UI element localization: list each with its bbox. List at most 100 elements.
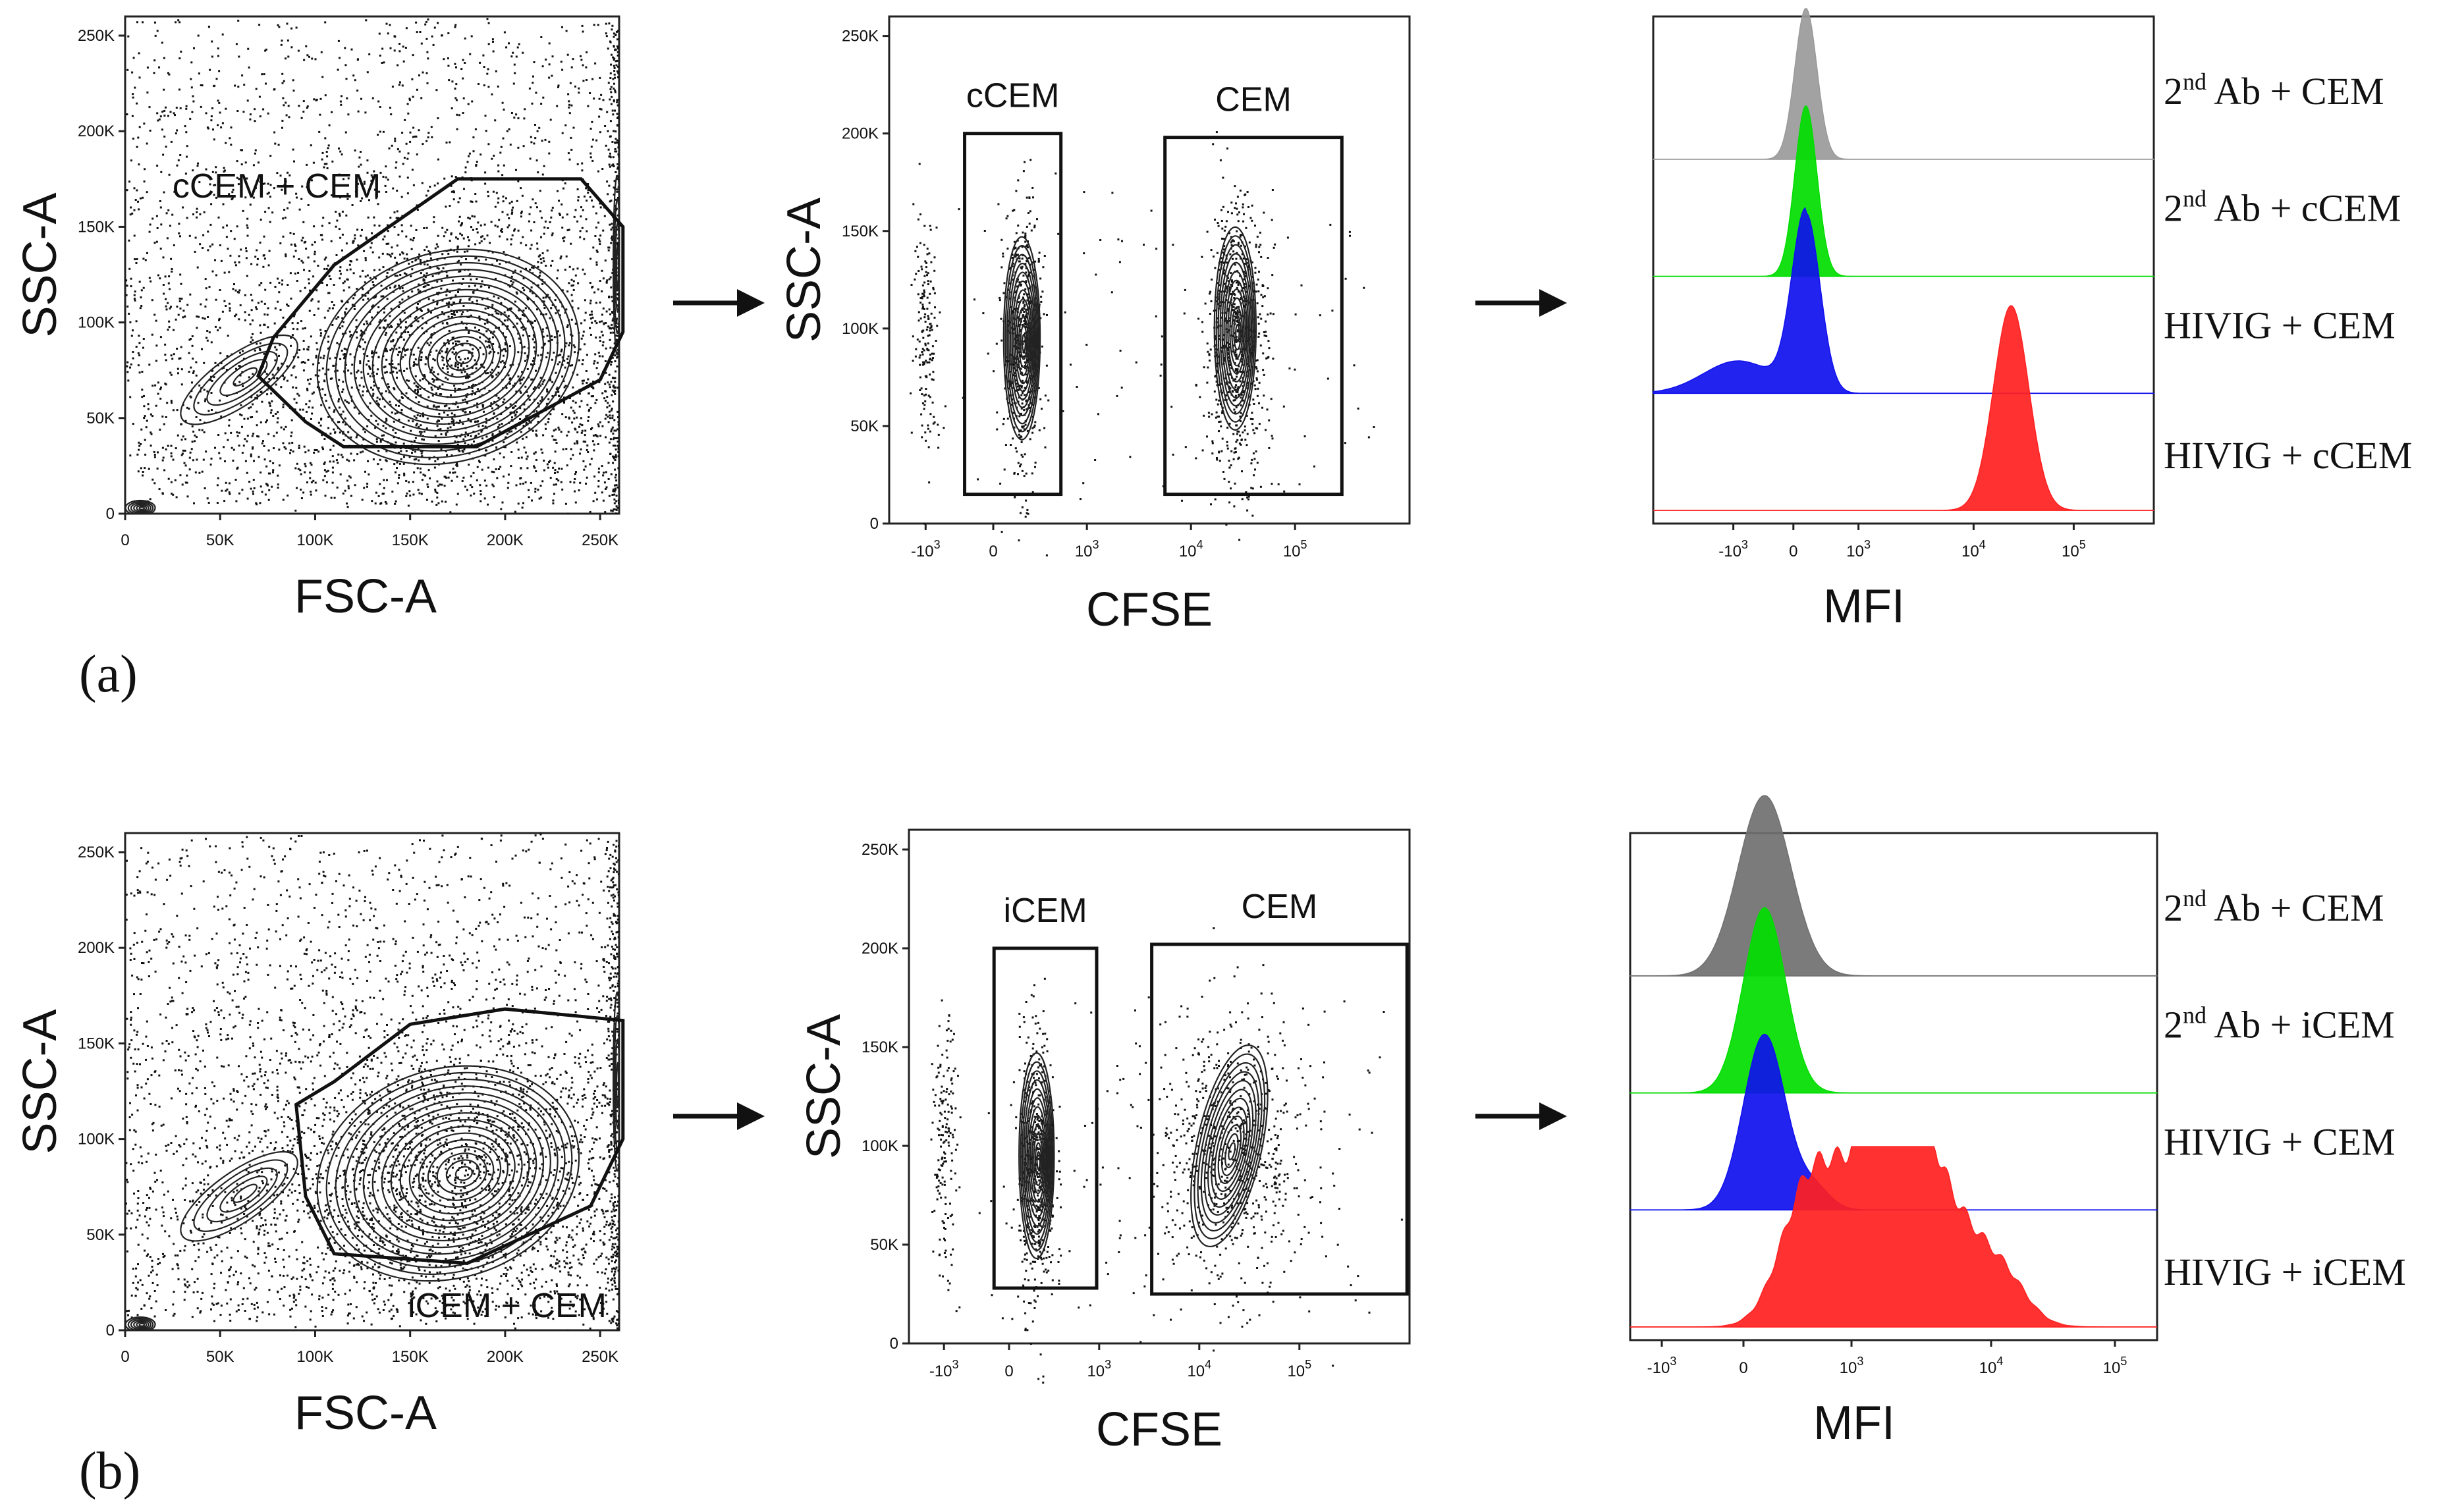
event-dot xyxy=(309,289,311,292)
event-dot xyxy=(542,381,545,383)
event-dot xyxy=(495,277,497,280)
event-dot xyxy=(341,300,344,303)
event-dot xyxy=(250,455,252,458)
event-dot xyxy=(433,466,436,469)
event-dot xyxy=(319,97,322,100)
event-dot xyxy=(175,21,177,24)
event-dot xyxy=(1015,232,1018,234)
event-dot xyxy=(341,325,344,328)
event-dot xyxy=(1018,415,1021,418)
event-dot xyxy=(612,438,615,441)
event-dot xyxy=(561,468,563,470)
event-dot xyxy=(347,485,350,487)
event-dot xyxy=(580,215,582,218)
event-dot xyxy=(401,251,404,254)
event-dot xyxy=(450,233,452,236)
event-dot xyxy=(544,138,547,141)
event-dot xyxy=(156,112,159,115)
event-dot xyxy=(136,146,138,148)
event-dot xyxy=(501,211,504,213)
event-dot xyxy=(597,352,600,354)
event-dot xyxy=(599,240,601,243)
event-dot xyxy=(371,281,374,284)
event-dot xyxy=(368,366,371,369)
event-dot xyxy=(335,225,337,228)
event-dot xyxy=(393,366,396,369)
event-dot xyxy=(441,367,444,369)
event-dot xyxy=(292,148,294,151)
event-dot xyxy=(340,413,343,416)
event-dot xyxy=(391,246,393,249)
event-dot xyxy=(458,607,460,609)
event-dot xyxy=(441,34,443,37)
event-dot xyxy=(410,325,412,327)
event-dot xyxy=(460,313,463,315)
event-dot xyxy=(505,350,507,352)
event-dot xyxy=(532,292,534,294)
event-dot xyxy=(582,209,584,211)
event-dot xyxy=(300,320,302,323)
event-dot xyxy=(227,248,229,250)
event-dot xyxy=(594,353,597,356)
y-tick-label: 100K xyxy=(78,314,115,332)
event-dot xyxy=(532,198,534,201)
event-dot xyxy=(574,478,576,480)
event-dot xyxy=(256,435,259,437)
event-dot xyxy=(617,506,619,509)
event-dot xyxy=(199,213,202,215)
event-dot xyxy=(543,304,545,306)
event-dot xyxy=(307,379,309,381)
event-dot xyxy=(265,82,267,85)
event-dot xyxy=(338,213,341,215)
event-dot xyxy=(592,434,595,437)
event-dot xyxy=(452,279,454,282)
event-dot xyxy=(246,275,248,277)
event-dot xyxy=(510,280,512,283)
event-dot xyxy=(302,221,305,223)
event-dot xyxy=(612,113,615,116)
event-dot xyxy=(415,229,418,231)
event-dot xyxy=(293,398,296,400)
event-dot xyxy=(321,158,323,161)
event-dot xyxy=(385,348,387,350)
event-dot xyxy=(414,135,416,138)
event-dot xyxy=(177,434,179,437)
event-dot xyxy=(165,359,167,362)
event-dot xyxy=(616,297,618,300)
event-dot xyxy=(526,467,529,470)
event-dot xyxy=(236,468,238,470)
event-dot xyxy=(402,45,404,48)
event-dot xyxy=(625,207,627,209)
event-dot xyxy=(260,485,262,488)
event-dot xyxy=(1020,454,1023,456)
event-dot xyxy=(506,433,508,435)
event-dot xyxy=(357,244,360,247)
event-dot xyxy=(572,400,574,402)
event-dot xyxy=(631,269,633,271)
event-dot xyxy=(460,68,463,70)
event-dot xyxy=(252,493,254,495)
event-dot xyxy=(617,153,619,155)
event-dot xyxy=(377,402,379,405)
event-dot xyxy=(611,296,613,298)
event-dot xyxy=(366,364,368,366)
event-dot xyxy=(430,369,433,371)
event-dot xyxy=(170,481,173,483)
event-dot xyxy=(159,428,161,431)
event-dot xyxy=(499,452,501,455)
event-dot xyxy=(1034,466,1036,468)
event-dot xyxy=(196,266,199,269)
event-dot xyxy=(620,464,622,466)
event-dot xyxy=(611,389,614,392)
event-dot xyxy=(201,348,203,350)
event-dot xyxy=(1025,373,1028,376)
event-dot xyxy=(464,435,467,438)
event-dot xyxy=(609,77,612,79)
event-dot xyxy=(372,284,375,286)
event-dot xyxy=(424,276,427,279)
event-dot xyxy=(345,214,348,217)
event-dot xyxy=(263,370,266,373)
event-dot xyxy=(614,109,616,112)
event-dot xyxy=(617,141,619,143)
event-dot xyxy=(361,499,364,501)
